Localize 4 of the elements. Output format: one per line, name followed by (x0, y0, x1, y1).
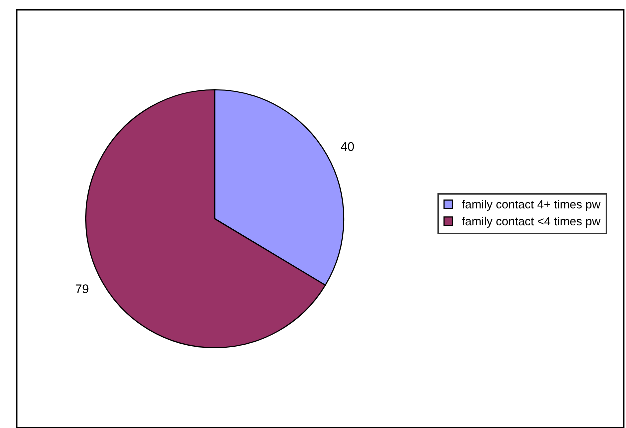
data-label: 40 (341, 142, 354, 152)
legend-label: family contact 4+ times pw (462, 200, 601, 212)
data-label: 79 (76, 284, 89, 294)
legend-label: family contact <4 times pw (462, 216, 601, 228)
